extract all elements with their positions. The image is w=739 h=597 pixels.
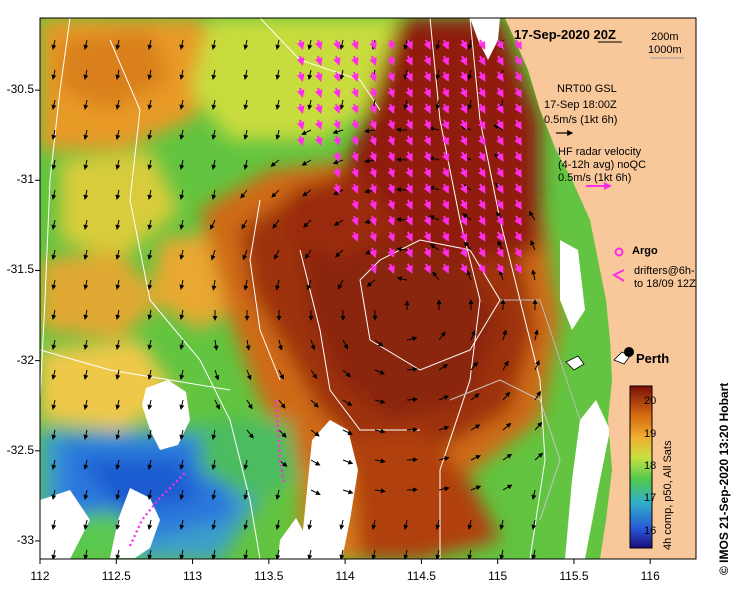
drifters-label-line1: drifters@6h-	[634, 265, 695, 278]
gsl-time: 17-Sep 18:00Z	[544, 99, 617, 112]
colorbar-tick-label: 17	[644, 492, 656, 504]
imos-credit: © IMOS 21-Sep-2020 13:20 Hobart	[717, 383, 731, 575]
latitude-tick-label: -32.5	[0, 443, 34, 457]
longitude-tick-label: 112.5	[96, 569, 136, 583]
longitude-tick-label: 113.5	[249, 569, 289, 583]
latitude-tick-label: -33	[0, 533, 34, 547]
longitude-tick-label: 116	[630, 569, 670, 583]
colorbar-tick-label: 18	[644, 460, 656, 472]
latitude-tick-label: -30.5	[0, 82, 34, 96]
map-date-title: 17-Sep-2020 20Z	[514, 27, 616, 42]
gsl-arrow	[397, 160, 407, 161]
longitude-tick-label: 115	[478, 569, 518, 583]
drifters-label-line2: to 18/09 12Z	[634, 278, 696, 291]
isobath-1000m-label: 1000m	[648, 44, 682, 57]
latitude-tick-label: -31.5	[0, 262, 34, 276]
isobath-200m-label: 200m	[651, 31, 679, 44]
longitude-tick-label: 114	[325, 569, 365, 583]
gsl-scale-label: 0.5m/s (1kt 6h)	[544, 114, 617, 127]
perth-label: Perth	[636, 351, 669, 366]
latitude-tick-label: -31	[0, 172, 34, 186]
hf-radar-averaging: (4-12h avg) noQC	[558, 159, 646, 172]
longitude-tick-label: 115.5	[554, 569, 594, 583]
latitude-tick-label: -32	[0, 353, 34, 367]
longitude-tick-label: 112	[20, 569, 60, 583]
longitude-tick-label: 114.5	[401, 569, 441, 583]
argo-label: Argo	[632, 245, 658, 258]
colorbar-tick-label: 19	[644, 428, 656, 440]
colorbar-tick-label: 20	[644, 395, 656, 407]
hf-radar-scale-label: 0.5m/s (1kt 6h)	[558, 172, 631, 185]
gsl-arrow	[397, 189, 407, 190]
gsl-arrow	[407, 429, 417, 430]
gsl-arrow	[407, 460, 417, 461]
colorbar-caption: 4h comp, p50, All Sats	[662, 441, 674, 550]
colorbar-tick-label: 16	[644, 525, 656, 537]
longitude-tick-label: 113	[173, 569, 213, 583]
gsl-title: NRT00 GSL	[557, 83, 617, 96]
perth-marker	[624, 347, 634, 357]
hf-radar-title: HF radar velocity	[558, 146, 641, 159]
